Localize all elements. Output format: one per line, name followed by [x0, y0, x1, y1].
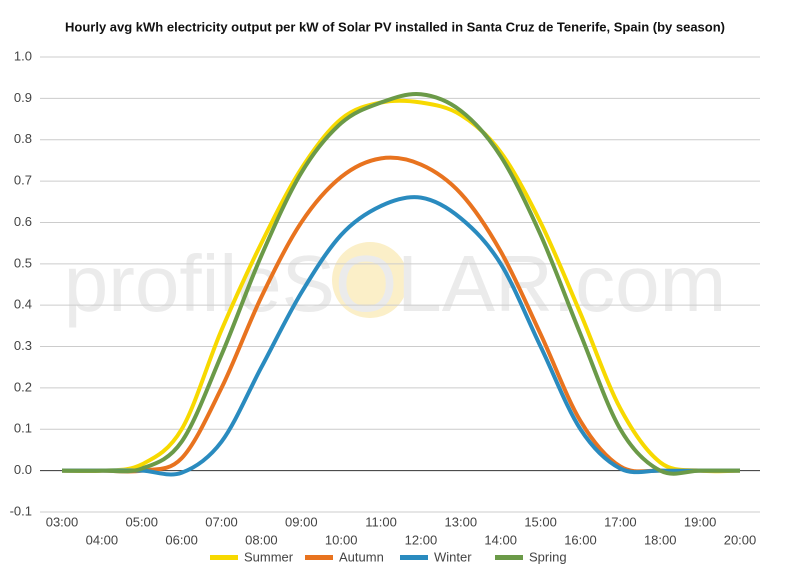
legend-swatch — [400, 555, 428, 560]
watermark-sun — [332, 242, 408, 318]
legend-swatch — [210, 555, 238, 560]
series-line — [61, 91, 740, 476]
legend-label: Winter — [434, 549, 472, 564]
x-tick-label: 13:00 — [445, 514, 478, 529]
legend-swatch — [305, 555, 333, 560]
x-tick-label: 16:00 — [564, 532, 597, 547]
y-tick-label: 0.0 — [14, 462, 32, 477]
y-tick-label: 0.4 — [14, 297, 32, 312]
y-tick-label: 0.7 — [14, 173, 32, 188]
legend-label: Autumn — [339, 549, 384, 564]
x-tick-label: 05:00 — [125, 514, 158, 529]
y-tick-label: 0.6 — [14, 214, 32, 229]
x-tick-label: 15:00 — [524, 514, 557, 529]
x-tick-label: 06:00 — [165, 532, 198, 547]
series-line — [61, 98, 741, 474]
y-tick-label: -0.1 — [10, 503, 32, 518]
y-tick-label: 0.8 — [14, 131, 32, 146]
series-line — [61, 195, 740, 477]
y-tick-label: 0.1 — [14, 421, 32, 436]
x-tick-label: 04:00 — [86, 532, 119, 547]
y-tick-label: 0.2 — [14, 379, 32, 394]
y-tick-label: 0.5 — [14, 255, 32, 270]
x-tick-label: 19:00 — [684, 514, 717, 529]
legend-label: Spring — [529, 549, 567, 564]
x-tick-label: 03:00 — [46, 514, 79, 529]
x-tick-label: 08:00 — [245, 532, 278, 547]
x-tick-label: 18:00 — [644, 532, 677, 547]
y-tick-label: 1.0 — [14, 48, 32, 63]
y-tick-label: 0.9 — [14, 90, 32, 105]
x-tick-label: 09:00 — [285, 514, 318, 529]
x-tick-label: 12:00 — [405, 532, 438, 547]
x-tick-label: 10:00 — [325, 532, 358, 547]
x-tick-label: 07:00 — [205, 514, 238, 529]
legend-label: Summer — [244, 549, 294, 564]
x-tick-label: 17:00 — [604, 514, 637, 529]
chart-title: Hourly avg kWh electricity output per kW… — [65, 19, 725, 34]
x-tick-label: 11:00 — [365, 514, 397, 529]
x-tick-label: 20:00 — [724, 532, 757, 547]
y-tick-label: 0.3 — [14, 338, 32, 353]
watermark: profileSOLAR.com — [64, 239, 726, 328]
x-tick-label: 14:00 — [484, 532, 517, 547]
legend-swatch — [495, 555, 523, 560]
